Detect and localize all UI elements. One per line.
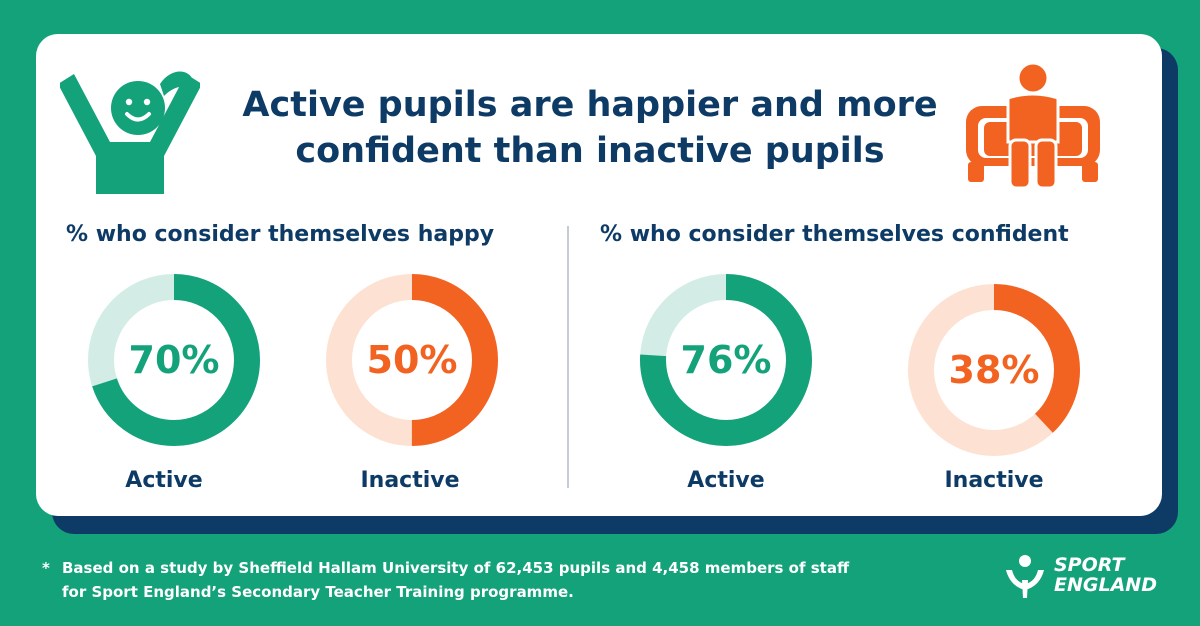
donut-happy-inactive: 50% bbox=[322, 270, 502, 450]
donut-confident-active: 76% bbox=[636, 270, 816, 450]
donut-value-happy-inactive: 50% bbox=[366, 338, 458, 382]
section-divider bbox=[567, 226, 569, 488]
donut-value-happy-active: 70% bbox=[128, 338, 220, 382]
title-line-2: confident than inactive pupils bbox=[295, 131, 885, 171]
section-title-confident: % who consider themselves confident bbox=[600, 222, 1069, 247]
person-on-sofa-icon bbox=[966, 62, 1100, 190]
donut-happy-active: 70% bbox=[84, 270, 264, 450]
donut-label-happy-active: Active bbox=[125, 468, 203, 493]
sport-england-logo-icon bbox=[1006, 555, 1044, 598]
sport-england-logo: SPORT ENGLAND bbox=[1002, 552, 1157, 598]
chart-title: Active pupils are happier and more confi… bbox=[210, 82, 970, 174]
donut-label-happy-inactive: Inactive bbox=[360, 468, 460, 493]
title-line-1: Active pupils are happier and more bbox=[242, 85, 938, 125]
footnote: * Based on a study by Sheffield Hallam U… bbox=[42, 556, 922, 604]
cheering-child-icon bbox=[60, 71, 200, 194]
donut-confident-inactive: 38% bbox=[904, 280, 1084, 460]
donut-arc bbox=[88, 274, 260, 446]
donut-label-confident-inactive: Inactive bbox=[944, 468, 1044, 493]
donut-label-confident-active: Active bbox=[687, 468, 765, 493]
footnote-marker: * bbox=[42, 559, 50, 577]
donut-value-confident-active: 76% bbox=[680, 338, 772, 382]
donut-value-confident-inactive: 38% bbox=[948, 348, 1040, 392]
logo-line-1: SPORT bbox=[1054, 554, 1125, 576]
donut-arc bbox=[326, 274, 498, 446]
logo-line-2: ENGLAND bbox=[1054, 574, 1157, 596]
donut-arc bbox=[908, 284, 1080, 456]
donut-arc bbox=[640, 274, 812, 446]
footnote-line-2: for Sport England’s Secondary Teacher Tr… bbox=[62, 583, 574, 601]
section-title-happy: % who consider themselves happy bbox=[66, 222, 495, 247]
footnote-line-1: Based on a study by Sheffield Hallam Uni… bbox=[62, 559, 850, 577]
